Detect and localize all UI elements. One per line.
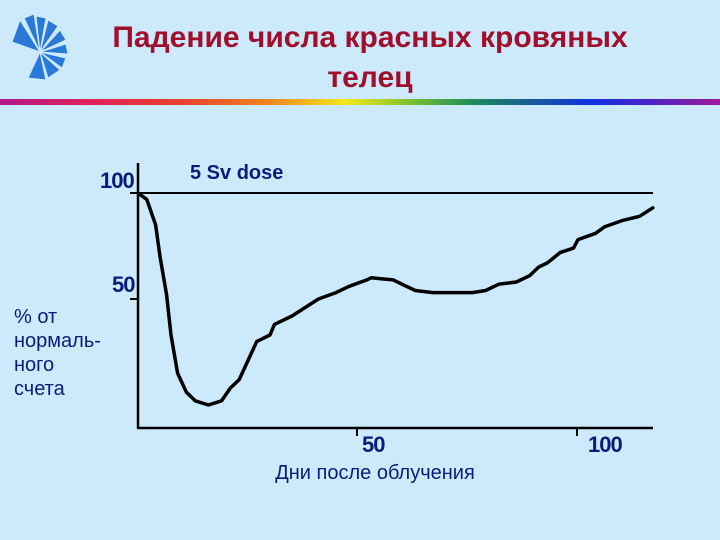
- rbc-count-line: [136, 191, 655, 407]
- y-axis-label: % от нормаль- ного счета: [14, 305, 101, 401]
- y-axis-label-line: счета: [14, 378, 65, 400]
- x-axis-label: Дни после облучения: [275, 462, 475, 484]
- y-tick-label-100: 100: [100, 168, 135, 193]
- slide-title: Падение числа красных кровяных телец: [112, 21, 628, 94]
- y-axis-label-line: % от: [14, 306, 58, 328]
- x-tick-label-50: 50: [362, 432, 386, 457]
- y-axis-label-line: нормаль-: [14, 330, 101, 352]
- dose-annotation: 5 Sv dose: [190, 162, 284, 184]
- x-tick-label-100: 100: [588, 432, 623, 457]
- y-tick-label-50: 50: [112, 272, 136, 297]
- y-axis-label-line: ного: [14, 354, 55, 376]
- rainbow-divider: [0, 99, 720, 105]
- blue-fan-logo-icon: [11, 13, 69, 81]
